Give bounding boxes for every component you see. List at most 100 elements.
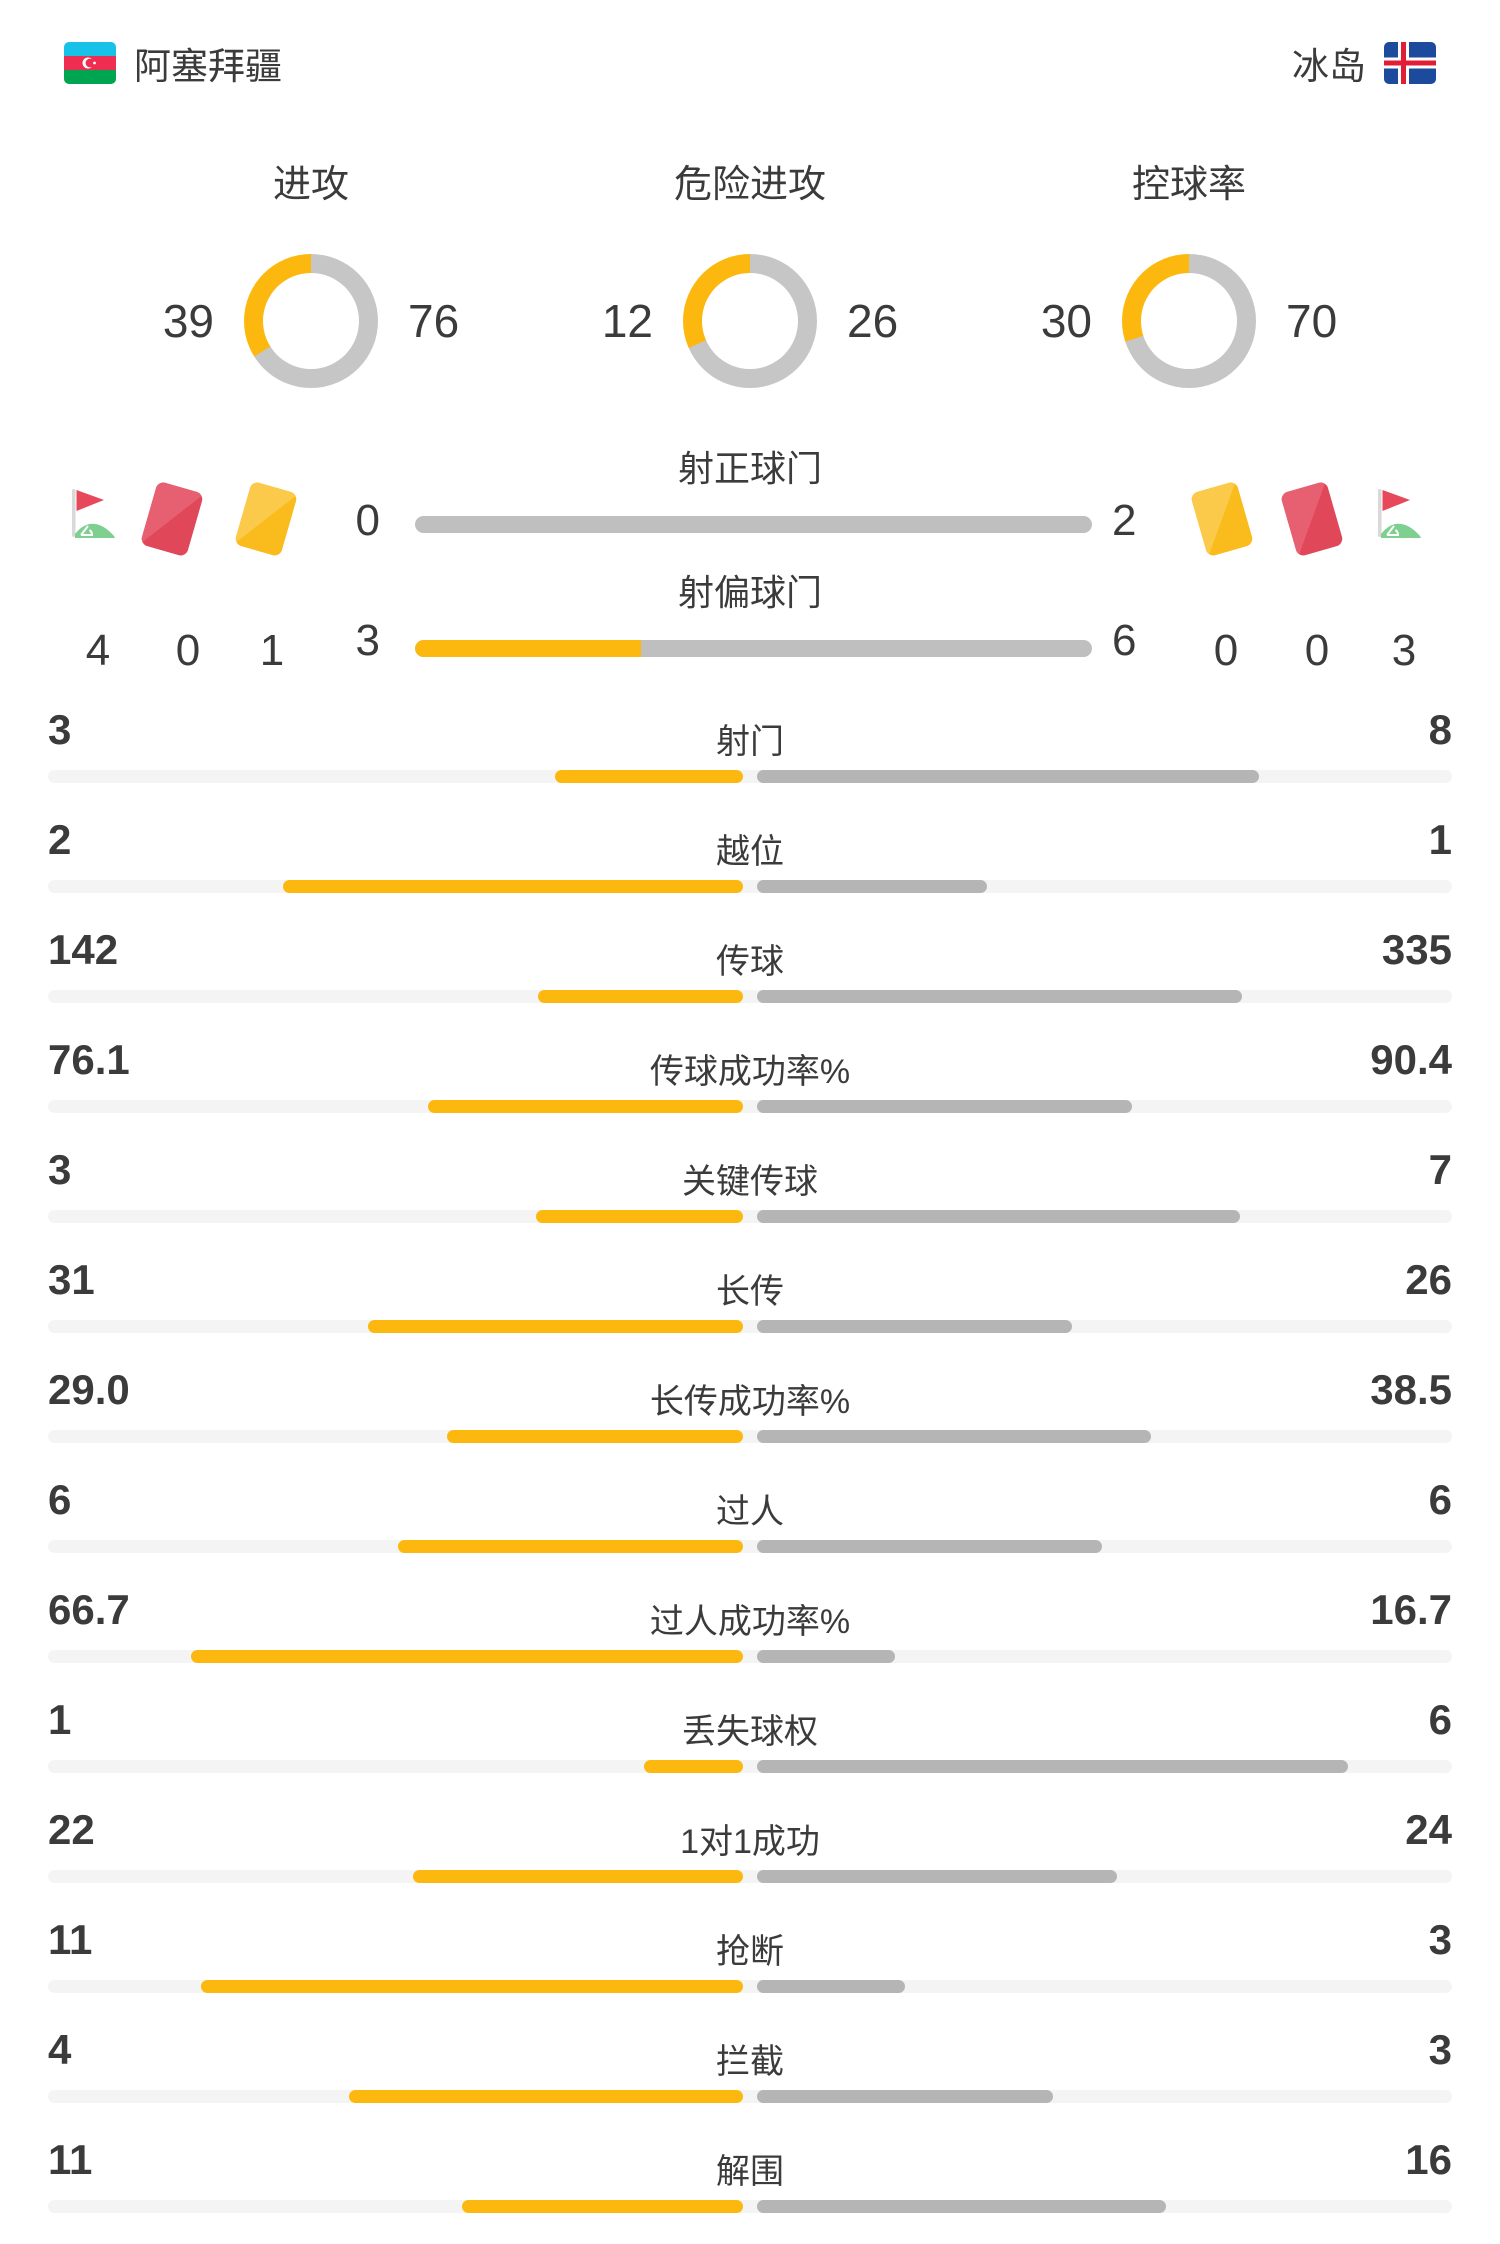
stat-away-bar — [757, 1980, 905, 1993]
stat-bar-track — [48, 2200, 1452, 2213]
stat-bar-track — [48, 1320, 1452, 1333]
stat-row: 1 丢失球权 6 — [0, 1680, 1500, 1790]
stat-home-value: 11 — [48, 2136, 93, 2183]
donut-ring — [1122, 254, 1256, 388]
shot-away-value: 2 — [1112, 496, 1137, 545]
stat-bar-track — [48, 990, 1452, 1003]
stat-home-bar — [644, 1760, 743, 1773]
donut-title: 进攻 — [272, 164, 349, 206]
stat-away-bar — [757, 1650, 896, 1663]
stat-home-bar — [283, 880, 743, 893]
stat-label: 解围 — [716, 2153, 784, 2191]
stat-away-bar — [757, 1100, 1132, 1113]
stat-away-value: 1 — [1428, 816, 1452, 863]
donut-hole — [263, 273, 359, 369]
corner-flag-icon — [62, 486, 120, 546]
stat-label: 关键传球 — [682, 1163, 818, 1201]
stat-row: 3 射门 8 — [0, 690, 1500, 800]
yellow-card-icon — [1189, 480, 1255, 558]
stat-row: 31 长传 26 — [0, 1240, 1500, 1350]
stat-home-value: 3 — [48, 1146, 72, 1193]
stat-bar-track — [48, 1540, 1452, 1553]
stat-bar-track — [48, 880, 1452, 893]
stat-away-value: 38.5 — [1370, 1366, 1452, 1413]
stat-away-value: 90.4 — [1370, 1036, 1452, 1083]
stat-label: 射门 — [716, 723, 784, 761]
donut-title: 危险进攻 — [673, 164, 826, 206]
stat-away-bar — [757, 1760, 1349, 1773]
stat-away-bar — [757, 1540, 1102, 1553]
stat-label: 1对1成功 — [680, 1823, 820, 1861]
azerbaijan-flag-icon — [64, 42, 116, 84]
iceland-flag-icon — [1384, 42, 1436, 84]
away-red-cards-count: 0 — [1304, 626, 1330, 675]
away-team: 冰岛 — [1292, 36, 1436, 90]
stat-home-bar — [348, 2090, 743, 2103]
stat-away-value: 3 — [1428, 1916, 1452, 1963]
cards-and-shots: 射正球门 0 2 射偏球门 3 6 4 0 1 0 0 3 — [0, 440, 1500, 690]
donut-away-value: 76 — [408, 295, 460, 347]
donut-row: 39 76 — [118, 254, 504, 388]
donut-hole — [702, 273, 798, 369]
stat-row: 11 抢断 3 — [0, 1900, 1500, 2010]
stat-label: 丢失球权 — [682, 1713, 818, 1751]
stat-bar-track — [48, 1650, 1452, 1663]
donut-block: 控球率 30 70 — [974, 162, 1404, 388]
donut-home-value: 39 — [162, 295, 214, 347]
stat-away-value: 6 — [1428, 1696, 1452, 1743]
home-red-cards-count: 0 — [175, 626, 201, 675]
donut-title: 控球率 — [1131, 164, 1246, 206]
stat-away-bar — [757, 1210, 1240, 1223]
stat-home-value: 2 — [48, 816, 72, 863]
donut-home-value: 12 — [601, 295, 653, 347]
stat-home-bar — [367, 1320, 743, 1333]
stat-row: 76.1 传球成功率% 90.4 — [0, 1020, 1500, 1130]
home-yellow-cards-count: 1 — [259, 626, 285, 675]
stat-row: 66.7 过人成功率% 16.7 — [0, 1570, 1500, 1680]
stat-home-value: 22 — [48, 1806, 95, 1853]
stat-away-value: 335 — [1381, 926, 1452, 973]
stat-row: 2 越位 1 — [0, 800, 1500, 910]
donut-row: 12 26 — [557, 254, 943, 388]
stat-away-value: 6 — [1428, 1476, 1452, 1523]
stat-away-value: 16.7 — [1370, 1586, 1452, 1633]
stat-row: 4 拦截 3 — [0, 2010, 1500, 2120]
shot-home-value: 0 — [355, 496, 380, 545]
red-card-icon — [1279, 480, 1345, 558]
donut-row: 30 70 — [996, 254, 1382, 388]
stat-home-value: 142 — [48, 926, 119, 973]
stat-away-value: 16 — [1405, 2136, 1452, 2183]
shot-bar-home-fill — [415, 640, 641, 657]
home-team-name: 阿塞拜疆 — [134, 46, 282, 87]
stat-bar-track — [48, 1210, 1452, 1223]
stat-home-bar — [191, 1650, 743, 1663]
stat-bar-track — [48, 1870, 1452, 1883]
stat-home-bar — [446, 1430, 743, 1443]
stat-home-bar — [398, 1540, 743, 1553]
stat-bar-track — [48, 2090, 1452, 2103]
home-team: 阿塞拜疆 — [64, 36, 282, 90]
shot-away-value: 6 — [1112, 616, 1137, 665]
stat-home-value: 31 — [48, 1256, 95, 1303]
stat-away-bar — [757, 880, 987, 893]
donut-block: 进攻 39 76 — [96, 162, 526, 388]
shot-bar-track — [415, 516, 1092, 533]
stat-home-bar — [461, 2200, 743, 2213]
donut-home-value: 30 — [1040, 295, 1092, 347]
stat-label: 拦截 — [716, 2043, 784, 2081]
stat-home-value: 3 — [48, 706, 72, 753]
shot-home-value: 3 — [355, 616, 380, 665]
away-corners-count: 3 — [1391, 626, 1417, 675]
shot-bar-track — [415, 640, 1092, 657]
stat-bar-track — [48, 1430, 1452, 1443]
stat-bar-track — [48, 1100, 1452, 1113]
stat-away-value: 8 — [1428, 706, 1452, 753]
stat-home-value: 11 — [48, 1916, 93, 1963]
shot-bar-label: 射正球门 — [677, 448, 822, 489]
stat-home-value: 4 — [48, 2026, 72, 2073]
stat-home-bar — [554, 770, 743, 783]
stat-row: 3 关键传球 7 — [0, 1130, 1500, 1240]
stat-home-bar — [200, 1980, 743, 1993]
stats-list: 3 射门 8 2 越位 1 142 传球 335 76.1 传球成功率% 90.4 3 关键传球 7 31 长传… — [0, 690, 1500, 2230]
stat-home-value: 29.0 — [48, 1366, 130, 1413]
